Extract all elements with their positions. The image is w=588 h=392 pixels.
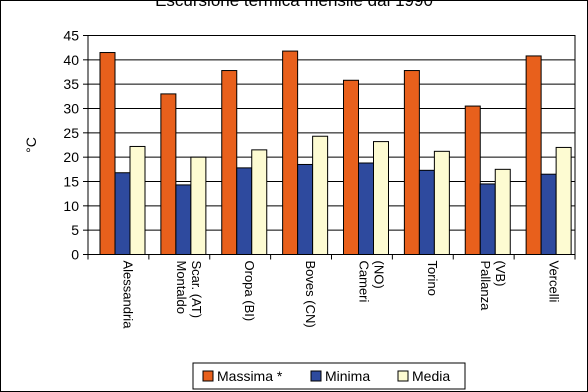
x-category-label: Torino — [425, 261, 440, 296]
x-category-label: Montaldo — [174, 261, 189, 314]
bar-massima — [404, 71, 419, 255]
y-tick-label: 40 — [63, 52, 79, 68]
x-category-label: Cameri — [356, 261, 371, 303]
bar-media — [495, 169, 510, 254]
legend-label: Media — [412, 368, 450, 384]
bar-media — [374, 142, 389, 255]
y-tick-label: 30 — [63, 101, 79, 117]
bar-media — [252, 150, 267, 255]
x-category-label: Vercelli — [547, 261, 562, 303]
bar-massima — [344, 80, 359, 254]
y-tick-label: 5 — [71, 222, 79, 238]
bar-massima — [222, 71, 237, 255]
bar-media — [434, 151, 449, 254]
bar-minima — [480, 184, 495, 255]
bar-media — [130, 146, 145, 254]
bar-minima — [176, 185, 191, 255]
legend-swatch — [203, 371, 213, 381]
legend-swatch — [398, 371, 408, 381]
bars — [100, 51, 571, 254]
legend-label: Minima — [325, 368, 370, 384]
bar-massima — [465, 106, 480, 254]
bar-media — [556, 147, 571, 254]
bar-media — [313, 136, 328, 254]
bar-massima — [161, 94, 176, 255]
bar-massima — [526, 56, 541, 255]
bar-minima — [298, 164, 313, 254]
x-category-label: Pallanza — [478, 261, 493, 312]
bar-minima — [419, 170, 434, 254]
y-axis-label: °C — [23, 137, 39, 153]
x-category-label: Alessandria — [120, 261, 135, 330]
bar-minima — [541, 174, 556, 254]
y-tick-label: 25 — [63, 125, 79, 141]
y-axis: 0 5 10 15 20 25 30 35 40 45 — [63, 28, 88, 263]
legend-label: Massima * — [217, 368, 283, 384]
legend-swatch — [311, 371, 321, 381]
legend: Massima * Minima Media — [193, 363, 465, 389]
x-category-label: (NO) — [371, 261, 386, 289]
x-category-label: Scar. (AT) — [189, 261, 204, 319]
y-tick-label: 0 — [71, 247, 79, 263]
bar-massima — [283, 51, 298, 254]
bar-minima — [359, 163, 374, 254]
x-axis: Alessandria Montaldo Scar. (AT) Oropa (BI) B… — [88, 255, 575, 330]
y-tick-label: 15 — [63, 174, 79, 190]
x-category-label: (VB) — [493, 261, 508, 287]
bar-media — [191, 157, 206, 254]
y-tick-label: 10 — [63, 198, 79, 214]
bar-minima — [237, 168, 252, 255]
y-tick-label: 35 — [63, 76, 79, 92]
bar-minima — [115, 173, 130, 255]
x-category-label: Oropa (BI) — [242, 261, 257, 322]
x-category-label: Boves (CN) — [303, 261, 318, 328]
y-tick-label: 20 — [63, 149, 79, 165]
y-tick-label: 45 — [63, 28, 79, 44]
bar-massima — [100, 53, 115, 255]
